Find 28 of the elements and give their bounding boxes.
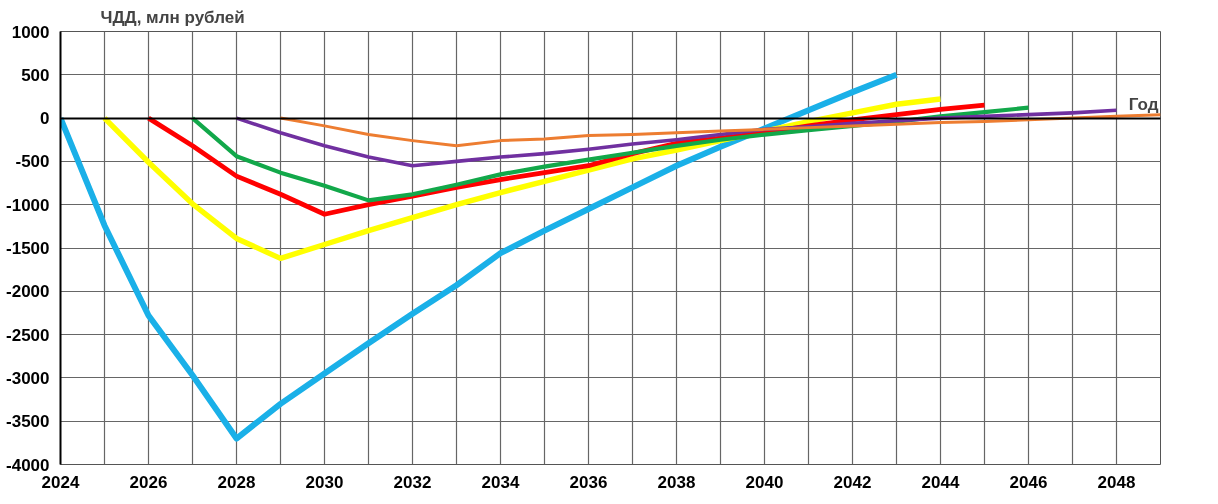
y-tick-label: 1000: [11, 22, 50, 42]
x-tick-label: 2036: [569, 472, 608, 492]
y-tick-label: -2500: [6, 325, 50, 345]
x-tick-label: 2048: [1097, 472, 1136, 492]
x-tick-label: 2026: [129, 472, 168, 492]
y-tick-label: -3000: [6, 368, 50, 388]
y-tick-label: 500: [21, 65, 50, 85]
x-tick-label: 2042: [833, 472, 872, 492]
x-tick-label: 2040: [745, 472, 784, 492]
y-tick-label: 0: [40, 109, 50, 129]
x-axis-title: Год: [1128, 95, 1159, 115]
x-tick-label: 2030: [305, 472, 344, 492]
y-tick-label: -2000: [6, 282, 50, 302]
x-tick-label: 2038: [657, 472, 696, 492]
line-series: [279, 113, 1161, 148]
y-tick-label: -4000: [6, 455, 50, 475]
y-tick-label: -3500: [6, 412, 50, 432]
x-tick-label: 2028: [217, 472, 256, 492]
x-tick-label: 2024: [41, 472, 80, 492]
line-series: [234, 108, 1119, 168]
x-tick-label: 2034: [481, 472, 520, 492]
y-tick-label: -500: [15, 152, 50, 172]
y-tick-label: -1000: [6, 195, 50, 215]
x-tick-label: 2044: [921, 472, 960, 492]
y-tick-label: -1500: [6, 239, 50, 258]
x-tick-label: 2046: [1009, 472, 1048, 492]
y-axis-title: ЧДД, млн рублей: [100, 7, 245, 27]
x-tick-label: 2032: [393, 472, 432, 492]
